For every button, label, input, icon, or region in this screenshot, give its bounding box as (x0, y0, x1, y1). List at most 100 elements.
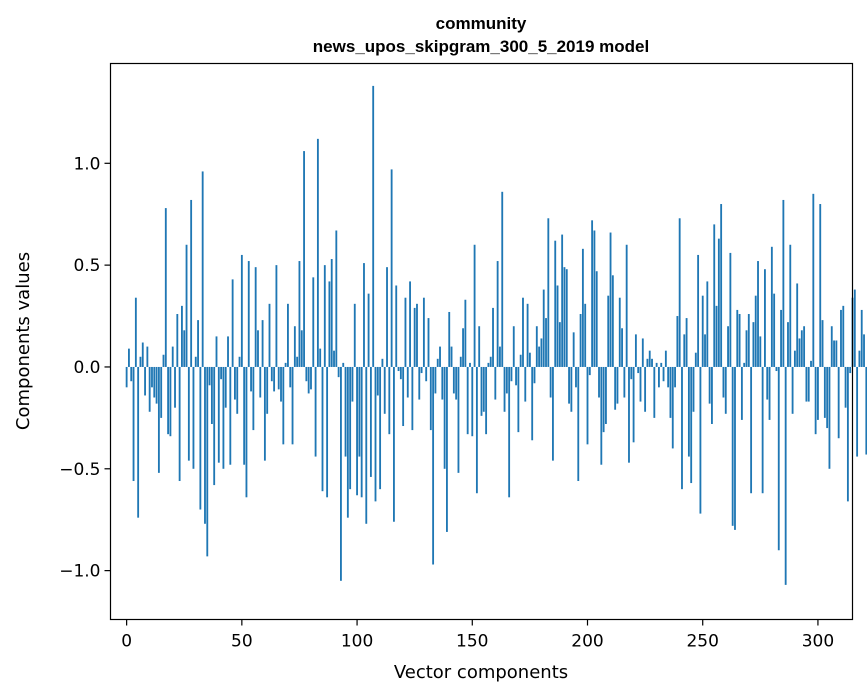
bar (252, 366, 255, 431)
bar (717, 238, 720, 367)
bar (296, 356, 299, 367)
bar (289, 366, 292, 388)
bar (577, 366, 580, 482)
bar (151, 366, 153, 388)
bar (515, 366, 517, 386)
bar (694, 352, 697, 367)
bar (499, 346, 501, 367)
bar (821, 320, 824, 367)
bar (190, 199, 193, 367)
bar (846, 366, 849, 502)
bar (618, 297, 621, 367)
bar (720, 204, 723, 367)
bar (588, 366, 591, 376)
bar (549, 366, 552, 398)
bar (835, 340, 838, 367)
bar (153, 366, 156, 398)
bar (729, 252, 732, 367)
bar (312, 277, 315, 367)
bar (501, 191, 504, 367)
bar (803, 326, 806, 367)
bar (457, 366, 460, 473)
bar (388, 366, 391, 435)
bar (446, 366, 448, 532)
bar (374, 366, 377, 502)
bar (236, 366, 239, 414)
bar (833, 340, 835, 367)
bar (432, 366, 435, 565)
bar (547, 218, 550, 367)
bar (646, 358, 649, 367)
bar (307, 366, 310, 394)
bar (280, 366, 282, 402)
bar (157, 366, 160, 473)
y-tick-label: 0.5 (73, 256, 100, 276)
bar (360, 366, 363, 498)
bar (782, 199, 785, 367)
bar (369, 366, 372, 477)
bar (591, 220, 594, 367)
bar (434, 366, 437, 394)
bar (344, 366, 347, 457)
bar (621, 328, 623, 367)
bar (764, 269, 766, 367)
bar (141, 342, 144, 367)
bar (512, 326, 515, 367)
bar (704, 334, 706, 367)
bar (598, 366, 600, 398)
bar (724, 366, 727, 414)
bar (623, 366, 626, 398)
bar (372, 85, 375, 367)
bar (234, 366, 236, 400)
bar (337, 366, 340, 378)
bar (660, 362, 663, 367)
bar (773, 293, 776, 367)
bar (681, 366, 683, 490)
bar (858, 350, 861, 367)
bar (250, 366, 252, 392)
bar (641, 338, 644, 367)
bar (558, 322, 561, 367)
bar (427, 318, 430, 367)
bar (328, 281, 331, 367)
bar (630, 366, 633, 380)
bar (579, 314, 582, 367)
bar (469, 362, 471, 367)
bar (743, 362, 746, 367)
bar (812, 193, 815, 367)
bar (570, 366, 573, 412)
bar (791, 366, 794, 414)
bar (222, 366, 225, 469)
bar (208, 366, 211, 386)
bar (397, 366, 400, 372)
bar (685, 318, 688, 367)
bar (545, 318, 547, 367)
bar (581, 248, 584, 367)
bar (674, 366, 676, 388)
bar (247, 261, 250, 367)
bar (678, 218, 681, 367)
bar (798, 338, 801, 367)
bar (489, 356, 492, 367)
bar (531, 366, 534, 441)
bar (505, 366, 508, 394)
bar (243, 366, 246, 465)
bar (342, 362, 345, 367)
bar (853, 289, 856, 367)
bar (305, 366, 308, 382)
bar (793, 350, 796, 367)
x-tick-label: 250 (686, 632, 718, 652)
x-tick-label: 150 (456, 632, 488, 652)
bar (757, 261, 759, 367)
bar (528, 352, 531, 367)
bar (607, 295, 610, 367)
bar (796, 283, 799, 367)
bar (713, 224, 716, 367)
bar (540, 338, 543, 367)
bar (275, 265, 278, 367)
bar (160, 366, 163, 418)
bar (125, 366, 128, 388)
bar (651, 358, 653, 367)
